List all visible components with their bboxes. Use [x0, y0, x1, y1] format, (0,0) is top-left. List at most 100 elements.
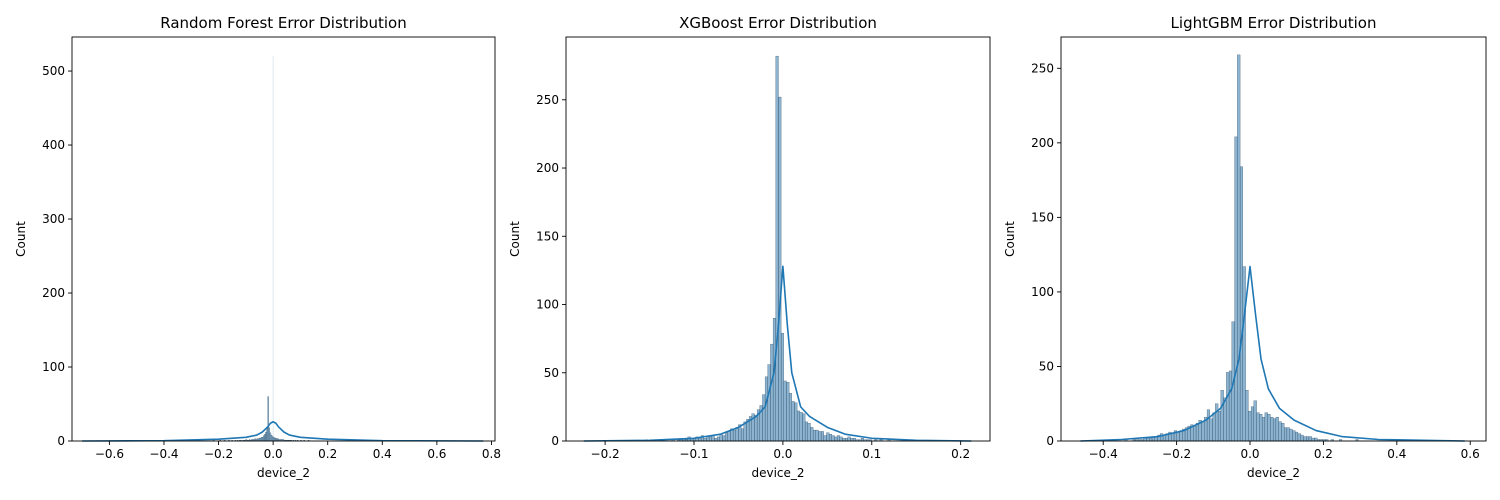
x-tick-label: 0.8 — [482, 447, 501, 461]
histogram-bar — [1176, 431, 1180, 442]
x-tick-label: 0.2 — [951, 447, 970, 461]
x-tick-label: −0.4 — [1089, 447, 1118, 461]
y-tick-label: 500 — [42, 64, 65, 78]
y-tick-label: 0 — [551, 434, 559, 448]
histogram-bar — [754, 414, 758, 442]
x-tick-label: 0.2 — [318, 447, 337, 461]
y-tick-label: 400 — [42, 138, 65, 152]
histogram-bar — [1226, 372, 1230, 442]
x-tick-label: −0.1 — [679, 447, 708, 461]
histogram-bar — [727, 431, 731, 442]
histogram-bar — [735, 427, 739, 442]
chart-panel-2: −0.2 −0.1 0.0 0.1 0.2 0 50 100 150 200 250 XGBoost … — [508, 14, 991, 480]
histogram-bar — [799, 412, 803, 442]
histogram-bar — [262, 437, 264, 442]
x-axis-label: device_2 — [1247, 466, 1300, 480]
histogram-bar — [1286, 427, 1290, 442]
y-tick-label: 200 — [42, 286, 65, 300]
histogram-bar — [1160, 433, 1164, 442]
y-tick-label: 0 — [57, 434, 65, 448]
histogram-bar — [1264, 412, 1268, 442]
histogram-bar — [1303, 436, 1307, 442]
y-tick-label: 200 — [536, 161, 559, 175]
chart-title: XGBoost Error Distribution — [679, 14, 877, 32]
histogram-bar — [1171, 433, 1175, 442]
x-tick-label: 0.4 — [373, 447, 392, 461]
x-tick-label: −0.2 — [591, 447, 620, 461]
chart-panel-3: −0.4 −0.2 0.0 0.2 0.4 0.6 0 50 100 150 200 250 Light… — [1003, 14, 1487, 480]
histogram-bar — [831, 435, 835, 442]
histogram-bar — [1259, 414, 1263, 442]
histogram-bar — [834, 436, 838, 442]
histogram-bar — [268, 427, 271, 442]
histogram-bar — [764, 376, 768, 442]
histogram-bar — [826, 432, 830, 442]
histogram-bar — [1267, 414, 1271, 442]
x-tick-label: 0.0 — [773, 447, 792, 461]
histogram-bar — [265, 431, 267, 442]
histogram-bar — [807, 423, 811, 442]
histogram-bar — [716, 436, 720, 442]
histogram-bar — [847, 436, 851, 442]
panels: −0.6 −0.4 −0.2 0.0 0.2 0.4 0.6 0.8 0 100 200 300 400… — [14, 14, 1487, 480]
histogram-bar — [1209, 418, 1213, 442]
histogram-bar — [815, 429, 819, 442]
x-tick-label: 0.0 — [1240, 447, 1259, 461]
histogram-bar — [1206, 409, 1210, 442]
histogram-bar — [266, 426, 268, 442]
histogram-bar — [820, 431, 824, 442]
y-tick-label: 150 — [536, 229, 559, 243]
histogram-bar — [778, 96, 782, 442]
x-axis-label: device_2 — [751, 466, 804, 480]
y-axis-label: Count — [14, 221, 28, 257]
x-tick-label: 0.2 — [1314, 447, 1333, 461]
histogram-bar — [1289, 428, 1293, 442]
histogram-bar — [810, 427, 814, 442]
histogram-bar — [1220, 390, 1224, 442]
histogram-bar — [788, 393, 792, 442]
y-tick-label: 150 — [1031, 210, 1054, 224]
axes-frame — [71, 36, 496, 442]
histogram-bar — [794, 402, 798, 442]
histogram-bar — [740, 428, 744, 442]
histogram-bar — [804, 421, 808, 442]
histogram-bar — [818, 431, 822, 442]
x-tick-label: 0.4 — [1387, 447, 1406, 461]
kde-curve — [82, 420, 484, 442]
y-tick-label: 100 — [536, 298, 559, 312]
histogram-bar — [270, 434, 273, 442]
histogram-bar — [823, 435, 827, 442]
histogram-bar — [783, 380, 787, 442]
histogram-bar — [1239, 166, 1243, 442]
histogram-bar — [1245, 390, 1249, 442]
x-axis-label: device_2 — [257, 466, 310, 480]
histogram-bar — [1256, 412, 1260, 442]
x-tick-label: −0.2 — [204, 447, 233, 461]
histogram-bar — [264, 434, 266, 442]
histogram-bar — [762, 394, 766, 442]
y-tick-label: 100 — [42, 360, 65, 374]
histogram-bar — [1223, 397, 1227, 442]
y-axis-label: Count — [508, 221, 522, 257]
histogram-bar — [722, 435, 726, 442]
y-tick-label: 250 — [536, 93, 559, 107]
x-tick-label: −0.6 — [95, 447, 124, 461]
histogram-bar — [719, 434, 723, 442]
histogram-bar — [836, 435, 840, 442]
chart-title: Random Forest Error Distribution — [160, 14, 407, 32]
histogram-bar — [1306, 436, 1310, 442]
y-axis-label: Count — [1003, 221, 1017, 257]
histogram-bar — [1248, 411, 1252, 442]
histogram-bar — [1308, 436, 1312, 442]
histogram-bar — [1237, 54, 1241, 442]
kde-curve — [583, 265, 972, 442]
histogram-bar — [802, 413, 806, 442]
x-tick-label: 0.1 — [862, 447, 881, 461]
histogram-bar — [767, 364, 771, 442]
histogram-bar — [828, 434, 832, 442]
histogram-bar — [780, 333, 784, 442]
histogram-bar — [1217, 411, 1221, 442]
x-tick-label: −0.2 — [1162, 447, 1191, 461]
histogram-bar — [1297, 433, 1301, 442]
